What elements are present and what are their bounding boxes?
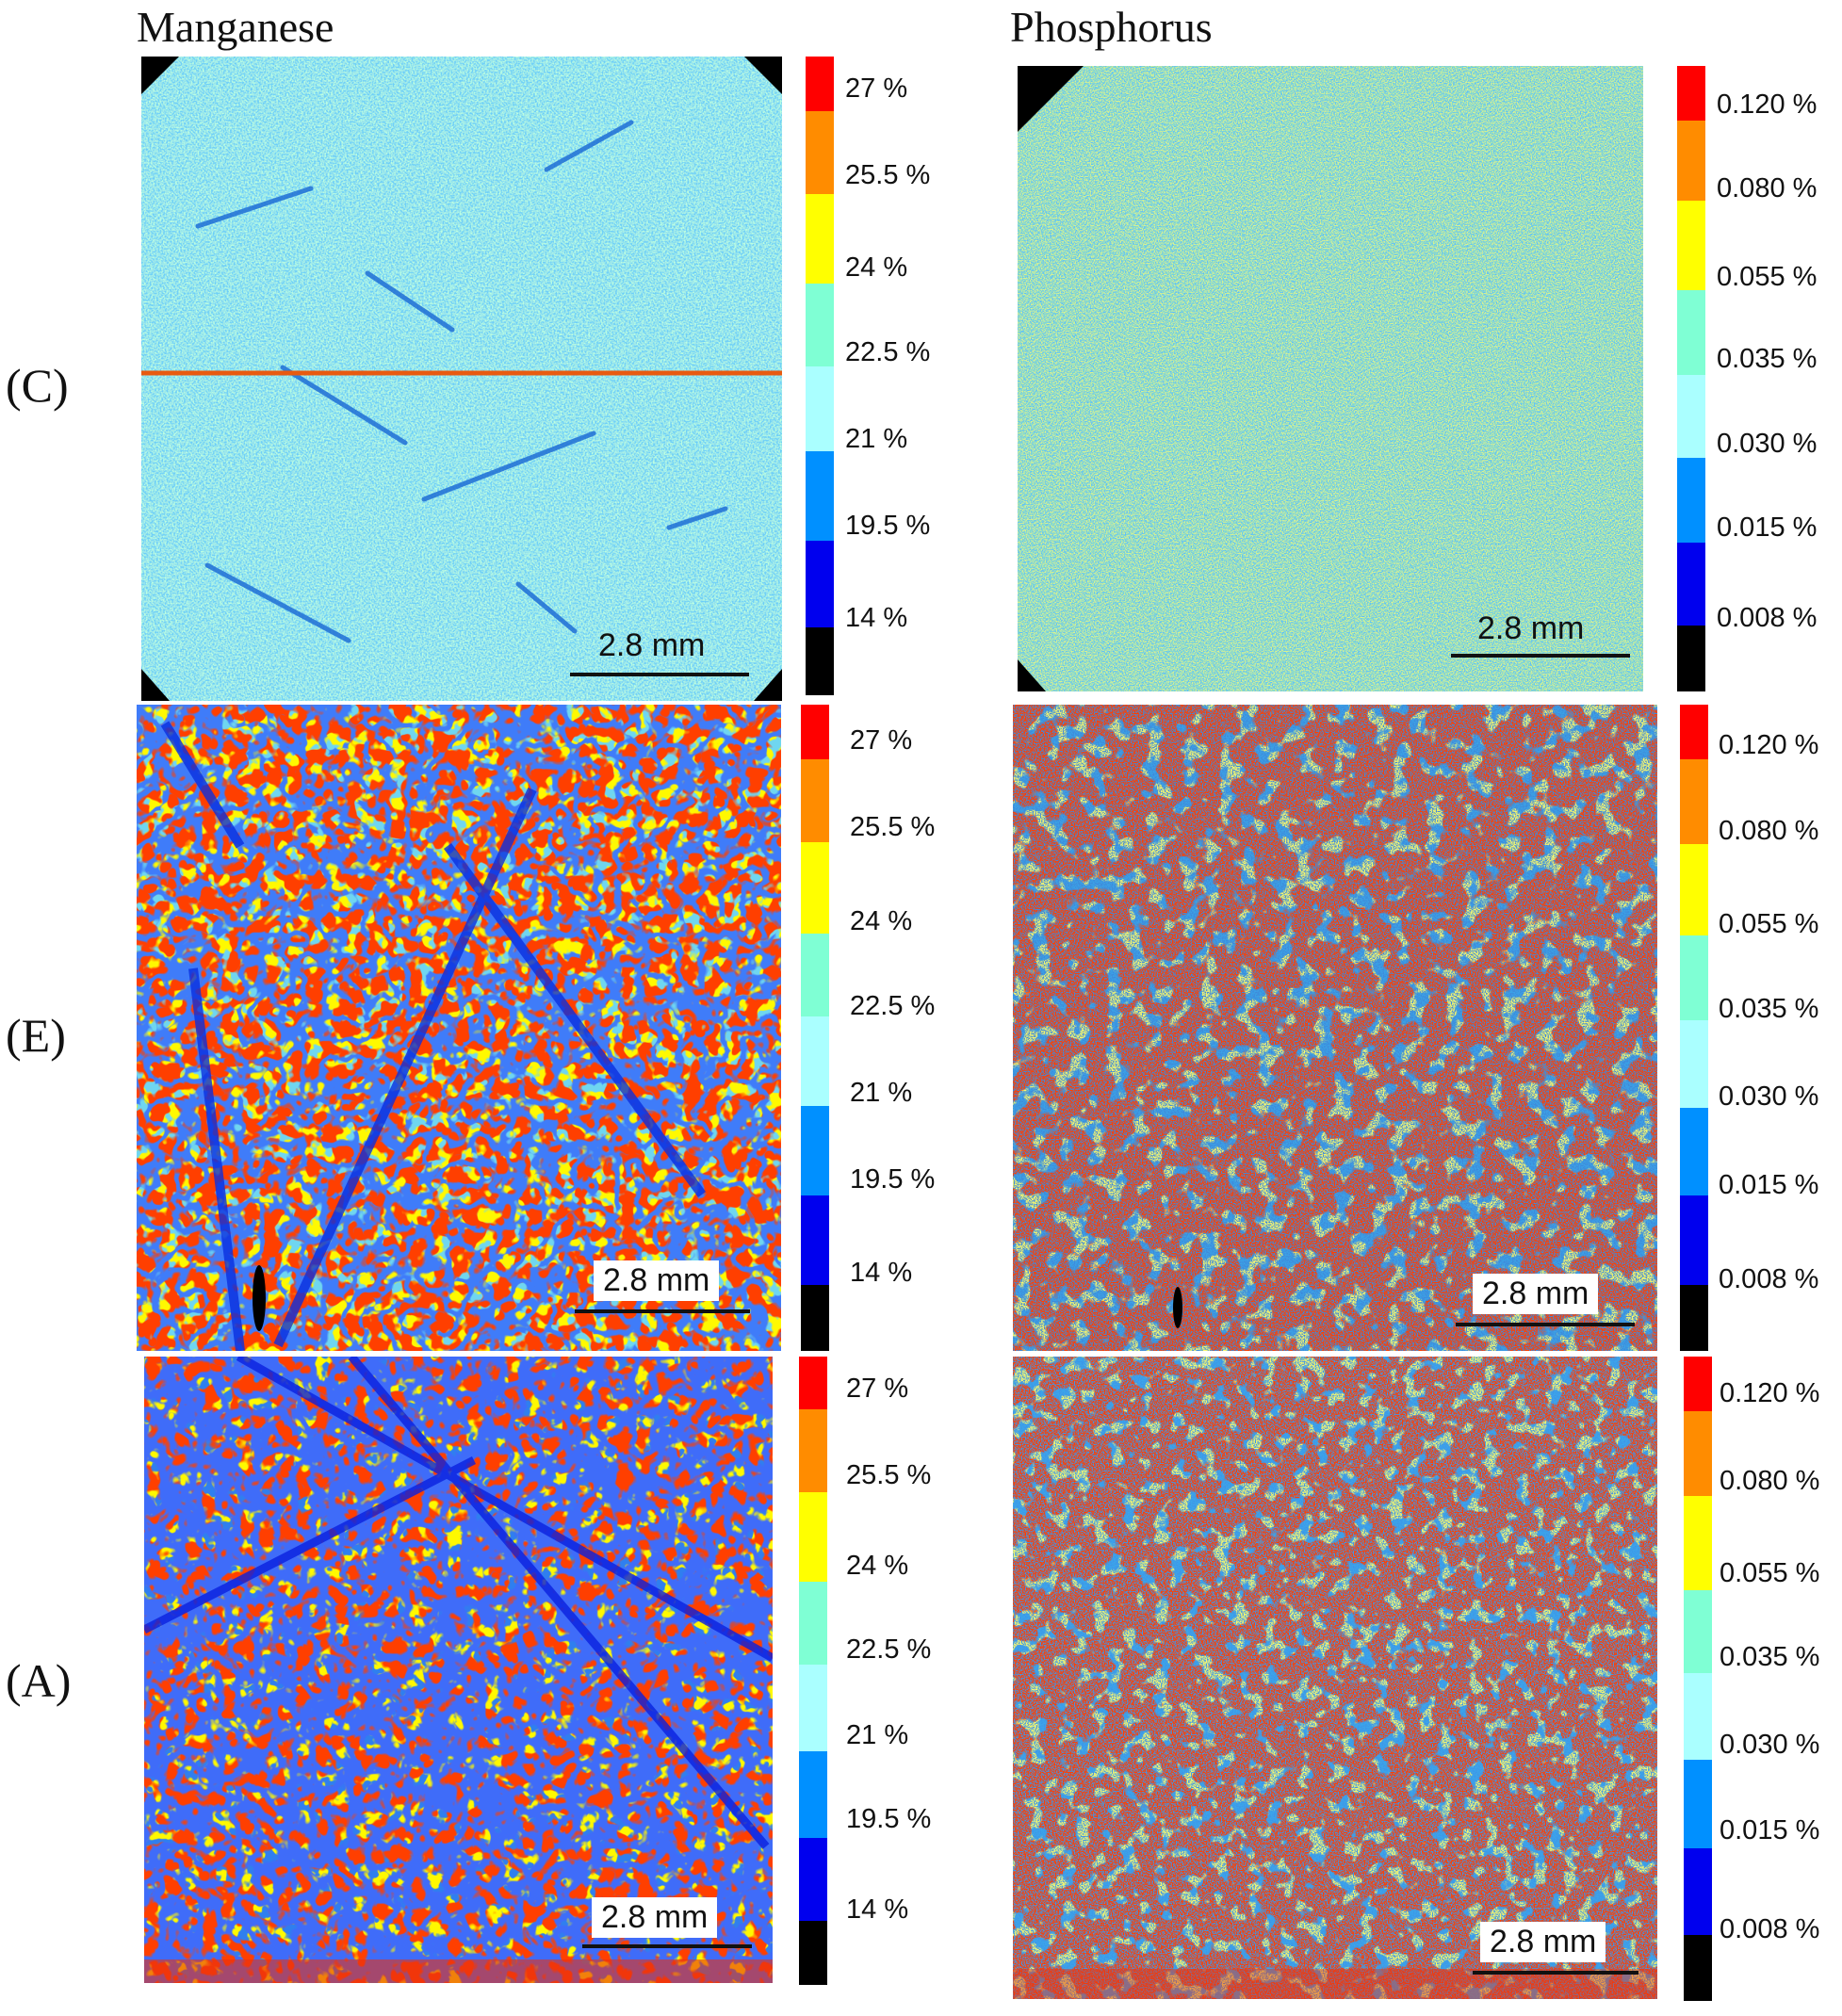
scale-line [570, 673, 749, 676]
scale-line [1456, 1323, 1635, 1326]
scale-bar-p-a: 2.8 mm [1473, 1922, 1638, 1978]
manganese-column-title: Manganese [137, 3, 334, 51]
tick-label: 21 % [850, 1078, 913, 1108]
manganese-map-e [137, 705, 781, 1351]
tick-label: 24 % [850, 906, 913, 936]
tick-label: 0.080 % [1719, 816, 1819, 846]
scale-label: 2.8 mm [1473, 1274, 1599, 1314]
scale-line [575, 1309, 750, 1313]
tick-label: 22.5 % [850, 991, 936, 1021]
tick-label: 0.008 % [1719, 1264, 1819, 1294]
scale-bar-mn-c: 2.8 mm [570, 627, 749, 684]
tick-label: 0.120 % [1719, 730, 1819, 760]
manganese-map-a [144, 1357, 773, 1983]
scale-line [1473, 1971, 1638, 1975]
tick-label: 24 % [845, 252, 908, 283]
tick-label: 19.5 % [846, 1804, 932, 1834]
scale-label: 2.8 mm [594, 1260, 720, 1301]
tick-label: 27 % [846, 1374, 909, 1404]
phosphorus-map-a [1013, 1357, 1657, 1999]
tick-label: 25.5 % [845, 160, 931, 190]
tick-label: 0.080 % [1720, 1466, 1820, 1496]
tick-label: 25.5 % [850, 812, 936, 842]
colorbar-mn-e [801, 705, 829, 1351]
tick-label: 0.008 % [1720, 1914, 1820, 1944]
tick-label: 14 % [845, 603, 908, 633]
scale-bar-mn-a: 2.8 mm [582, 1897, 752, 1954]
tick-label: 0.055 % [1717, 262, 1818, 292]
tick-label: 0.120 % [1720, 1378, 1820, 1408]
tick-label: 0.120 % [1717, 89, 1818, 120]
tick-label: 0.035 % [1717, 344, 1818, 374]
phosphorus-map-c [1018, 66, 1643, 691]
tick-label: 0.055 % [1720, 1558, 1820, 1588]
scale-label: 2.8 mm [592, 1897, 718, 1938]
tick-label: 22.5 % [846, 1634, 932, 1665]
tick-label: 27 % [845, 73, 908, 104]
scale-line [582, 1944, 752, 1948]
tick-label: 14 % [850, 1258, 913, 1288]
scale-label: 2.8 mm [1480, 1922, 1606, 1962]
row-label-e: (E) [6, 1009, 66, 1062]
tick-label: 14 % [846, 1894, 909, 1925]
manganese-map-c [141, 57, 782, 701]
scale-line [1451, 654, 1630, 658]
tick-label: 0.008 % [1717, 603, 1818, 633]
row-label-c: (C) [6, 359, 69, 412]
colorbar-mn-a [799, 1357, 827, 1985]
tick-label: 0.015 % [1717, 512, 1818, 543]
tick-label: 21 % [845, 424, 908, 454]
colorbar-p-a [1684, 1357, 1712, 2001]
tick-label: 19.5 % [850, 1164, 936, 1195]
tick-label: 0.080 % [1717, 173, 1818, 203]
tick-label: 0.035 % [1719, 994, 1819, 1024]
tick-label: 0.015 % [1719, 1170, 1819, 1200]
scale-bar-mn-e: 2.8 mm [575, 1260, 750, 1317]
tick-label: 0.030 % [1717, 429, 1818, 459]
tick-label: 21 % [846, 1720, 909, 1750]
tick-label: 0.030 % [1720, 1730, 1820, 1760]
colorbar-p-c [1677, 66, 1705, 691]
scale-label: 2.8 mm [598, 627, 706, 663]
scale-label: 2.8 mm [1477, 610, 1585, 646]
tick-label: 22.5 % [845, 337, 931, 367]
tick-label: 27 % [850, 725, 913, 756]
scale-bar-p-c: 2.8 mm [1451, 610, 1630, 667]
tick-label: 0.030 % [1719, 1081, 1819, 1112]
tick-label: 0.035 % [1720, 1642, 1820, 1672]
tick-label: 25.5 % [846, 1460, 932, 1490]
phosphorus-map-e [1013, 705, 1657, 1351]
tick-label: 0.055 % [1719, 909, 1819, 939]
scale-bar-p-e: 2.8 mm [1456, 1274, 1635, 1330]
phosphorus-column-title: Phosphorus [1010, 3, 1213, 51]
row-label-a: (A) [6, 1654, 72, 1707]
colorbar-mn-c [806, 57, 834, 695]
colorbar-p-e [1680, 705, 1708, 1351]
tick-label: 24 % [846, 1551, 909, 1581]
tick-label: 19.5 % [845, 511, 931, 541]
tick-label: 0.015 % [1720, 1815, 1820, 1845]
